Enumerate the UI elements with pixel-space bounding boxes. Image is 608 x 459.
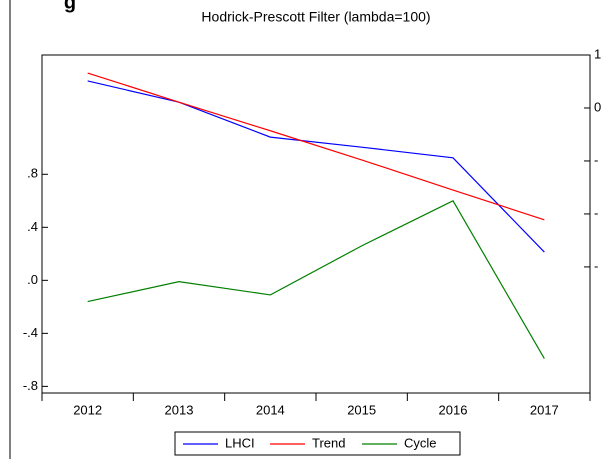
y-tick-label: -.4: [23, 325, 38, 340]
y2-tick-label: -: [594, 152, 598, 167]
y2-tick-label: -: [594, 258, 598, 273]
x-tick-label: 2014: [256, 402, 285, 417]
x-tick-label: 2013: [165, 402, 194, 417]
legend-label: Trend: [312, 435, 345, 450]
y-tick-label: -.8: [23, 378, 38, 393]
y2-tick-label: 1: [594, 46, 601, 61]
x-tick-label: 2016: [439, 402, 468, 417]
legend: [174, 431, 461, 456]
plot-area: [41, 54, 591, 394]
y2-tick-label: -: [594, 205, 598, 220]
chart-title: Hodrick-Prescott Filter (lambda=100): [201, 9, 430, 25]
x-tick-label: 2015: [347, 402, 376, 417]
series-line: [87, 200, 545, 359]
heading: g: [64, 0, 76, 13]
y-tick-label: .4: [27, 219, 38, 234]
y2-tick-label: 0: [594, 99, 601, 114]
x-tick-label: 2012: [73, 402, 102, 417]
series-line: [87, 80, 545, 253]
x-tick-label: 2017: [530, 402, 559, 417]
legend-label: Cycle: [404, 435, 437, 450]
y-tick-label: .0: [27, 272, 38, 287]
series-line: [87, 72, 545, 221]
legend-label: LHCI: [225, 435, 255, 450]
y-tick-label: .8: [27, 166, 38, 181]
